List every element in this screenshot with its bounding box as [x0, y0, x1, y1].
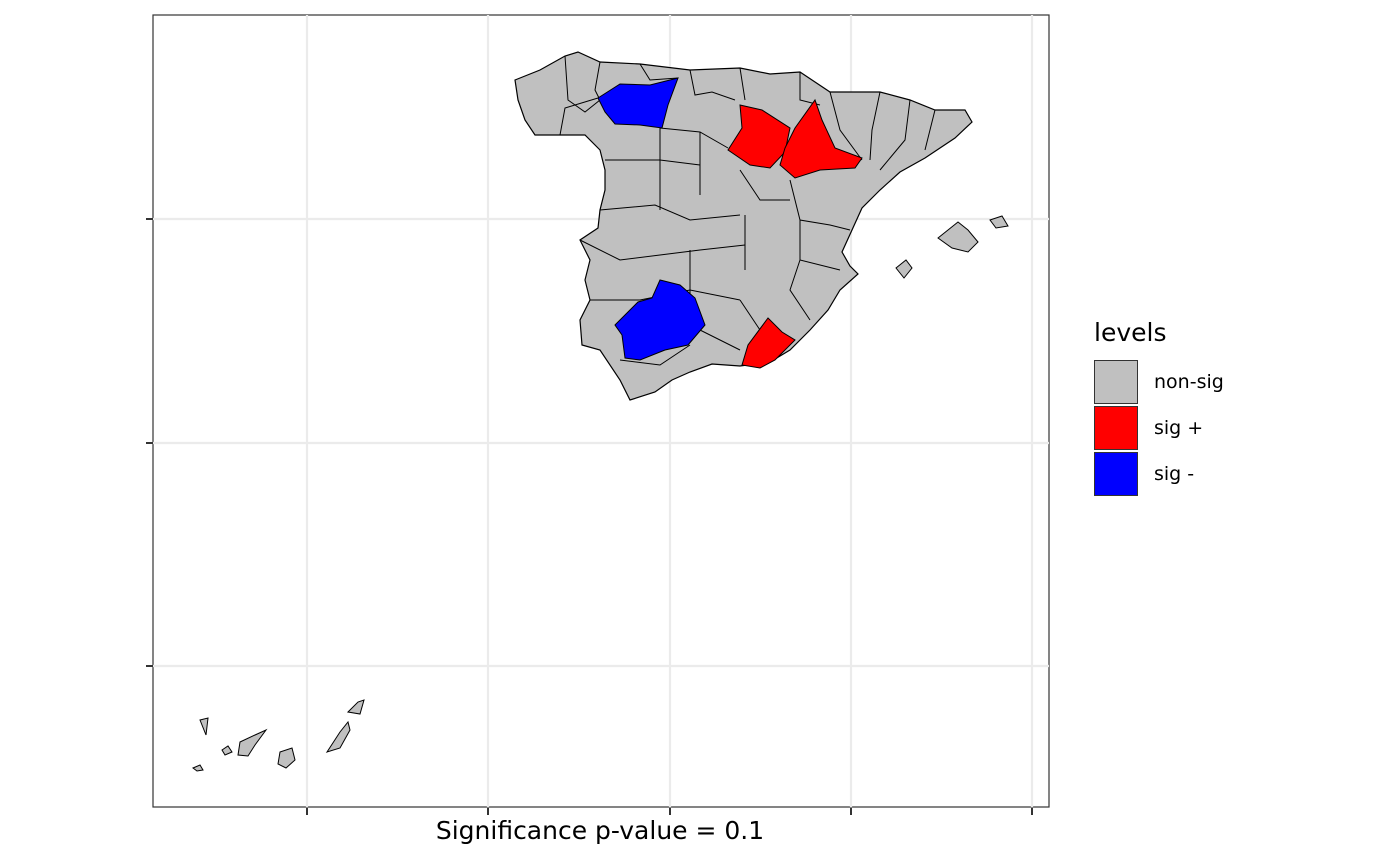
legend-swatch-sig-plus [1094, 406, 1138, 450]
legend-label-non-sig: non-sig [1154, 371, 1224, 393]
province-soria [727, 104, 791, 169]
axis-ticks [146, 218, 1033, 815]
legend-item-sig-minus: sig - [1094, 451, 1224, 497]
island-gran-canaria [277, 747, 296, 769]
province-almeria [741, 317, 796, 369]
legend-swatch-sig-minus [1094, 452, 1138, 496]
legend-item-non-sig: non-sig [1094, 359, 1224, 405]
plot-caption: Significance p-value = 0.1 [435, 816, 765, 845]
legend-label-sig-plus: sig + [1154, 417, 1204, 439]
legend: levels non-sig sig + sig - [1094, 318, 1224, 497]
island-tenerife [237, 728, 268, 757]
island-lanzarote [346, 699, 365, 715]
legend-label-sig-minus: sig - [1154, 463, 1195, 485]
island-fuerteventura [325, 720, 351, 753]
province-zaragoza [779, 98, 863, 179]
province-cordoba [614, 279, 706, 361]
island-mallorca [937, 221, 979, 253]
legend-item-sig-plus: sig + [1094, 405, 1224, 451]
island-la-gomera [221, 745, 233, 756]
legend-title: levels [1094, 318, 1167, 347]
island-ibiza [895, 259, 913, 279]
island-el-hierro [192, 764, 204, 772]
legend-swatch-non-sig [1094, 360, 1138, 404]
island-la-palma [199, 717, 209, 736]
island-menorca [989, 215, 1009, 229]
province-leon [597, 77, 679, 129]
